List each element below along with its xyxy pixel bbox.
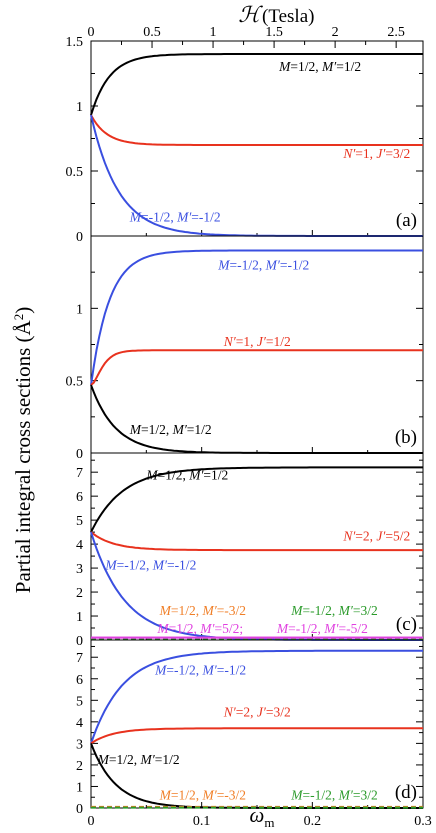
series-label: M=1/2, M′=1/2 bbox=[145, 467, 228, 482]
x-tick-label: 0.2 bbox=[304, 814, 322, 829]
panel-label: (c) bbox=[396, 614, 417, 635]
top-axis-tick-label: 0.5 bbox=[143, 25, 161, 40]
series-line bbox=[90, 114, 423, 146]
series-label: M=1/2, M′=-3/2 bbox=[159, 787, 246, 802]
top-axis-tick-label: 1 bbox=[210, 25, 217, 40]
panel-label: (a) bbox=[396, 210, 417, 231]
y-axis-title-close: ) bbox=[11, 307, 35, 314]
panel-label: (b) bbox=[395, 427, 417, 448]
y-tick-label: 1.5 bbox=[66, 35, 84, 50]
y-tick-label: 4 bbox=[76, 716, 83, 731]
x-tick-label: 0 bbox=[88, 814, 95, 829]
series-label: M=-1/2, M′=-5/2 bbox=[276, 621, 368, 636]
panel-frame bbox=[90, 639, 424, 809]
y-tick-label: 3 bbox=[76, 562, 83, 577]
top-axis-symbol: ℋ bbox=[238, 2, 263, 27]
y-tick-label: 1 bbox=[76, 780, 83, 795]
series-line bbox=[90, 649, 423, 744]
y-tick-label: 4 bbox=[76, 538, 83, 553]
series-label: M=1/2, M′=5/2; bbox=[156, 621, 243, 636]
panels: 0 0.5 1 1.5 2 2.5 0 0.5 1 1.5 M=1/2, M′=1/2 N′=1, J… bbox=[66, 25, 432, 829]
series-label: N′=2, J′=5/2 bbox=[342, 529, 410, 544]
panel-b: 0 0.5 1 M=-1/2, M′=-1/2 N′=1, J′=1/2 M=1/2, M… bbox=[66, 235, 424, 462]
series-label: M=1/2, M′=1/2 bbox=[97, 752, 180, 767]
y-tick-label: 5 bbox=[76, 694, 83, 709]
y-tick-label: 7 bbox=[76, 651, 83, 666]
series-line bbox=[90, 384, 423, 454]
x-tick-label: 0.3 bbox=[414, 814, 432, 829]
panel-frame bbox=[90, 40, 424, 237]
y-tick-label: 0.5 bbox=[66, 375, 84, 390]
y-tick-label: 2 bbox=[76, 586, 83, 601]
panel-c: 0 1 2 3 4 5 6 7 M=1/2, M′=1/2 N′=2, J′=5/2 M=-1/2,… bbox=[76, 452, 424, 649]
series-label: M=1/2, M′=1/2 bbox=[278, 59, 361, 74]
y-tick-label: 7 bbox=[76, 466, 83, 481]
series-line bbox=[90, 349, 423, 386]
series-label: M=-1/2, M′=3/2 bbox=[290, 787, 377, 802]
panel-a: 0 0.5 1 1.5 M=1/2, M′=1/2 N′=1, J′=3/2 M=-1/2,… bbox=[66, 35, 424, 245]
y-tick-label: 0 bbox=[76, 447, 83, 462]
series-label: M=1/2, M′=1/2 bbox=[129, 422, 212, 437]
x-axis-title-main: ω bbox=[250, 803, 265, 827]
y-tick-label: 0.5 bbox=[66, 165, 84, 180]
top-axis-tick-label: 2.5 bbox=[387, 25, 405, 40]
y-axis-title-sup: 2 bbox=[11, 314, 26, 321]
top-axis-title: ℋ (Tesla) bbox=[238, 2, 314, 27]
top-axis-tick-label: 1.5 bbox=[265, 25, 283, 40]
top-axis-unit: (Tesla) bbox=[262, 6, 314, 27]
x-axis-title-sub: m bbox=[264, 815, 274, 830]
series-label: N′=1, J′=1/2 bbox=[223, 334, 291, 349]
series-label: N′=1, J′=3/2 bbox=[342, 146, 410, 161]
y-axis-title: Partial integral cross sections (Å2) bbox=[11, 307, 36, 593]
series-line bbox=[90, 466, 423, 533]
y-tick-label: 1 bbox=[76, 610, 83, 625]
y-tick-label: 1 bbox=[76, 100, 83, 115]
series-line bbox=[90, 249, 423, 386]
y-tick-label: 6 bbox=[76, 490, 83, 505]
series-label: M=-1/2, M′=-1/2 bbox=[129, 210, 221, 225]
series-label: M=-1/2, M′=-1/2 bbox=[154, 662, 246, 677]
series-line bbox=[90, 531, 423, 552]
series-line bbox=[90, 53, 423, 116]
y-tick-label: 0 bbox=[76, 634, 83, 649]
y-tick-label: 0 bbox=[76, 230, 83, 245]
x-tick-label: 0.1 bbox=[193, 814, 211, 829]
series-label: M=-1/2, M′=3/2 bbox=[290, 603, 377, 618]
series-label: N′=2, J′=3/2 bbox=[223, 704, 291, 719]
series-label: M=-1/2, M′=-1/2 bbox=[104, 557, 196, 572]
y-tick-label: 2 bbox=[76, 759, 83, 774]
top-axis-tick-label: 2 bbox=[332, 25, 339, 40]
y-axis-title-main: Partial integral cross sections (Å bbox=[11, 319, 35, 593]
y-tick-label: 6 bbox=[76, 673, 83, 688]
y-tick-label: 0 bbox=[76, 802, 83, 817]
y-tick-label: 3 bbox=[76, 737, 83, 752]
series-label: M=1/2, M′=-3/2 bbox=[159, 603, 246, 618]
y-tick-label: 5 bbox=[76, 514, 83, 529]
x-axis-title: ωm bbox=[250, 803, 275, 830]
panel-label: (d) bbox=[395, 782, 417, 803]
panel-d: 0 1 2 3 4 5 6 7 0 0.1 0.2 0.3 M=-1/2, M′=-1/2 N′=2, J… bbox=[76, 639, 432, 829]
series-line bbox=[90, 727, 423, 745]
y-tick-label: 1 bbox=[76, 302, 83, 317]
top-axis-tick-label: 0 bbox=[88, 25, 95, 40]
series-label: M=-1/2, M′=-1/2 bbox=[217, 257, 309, 272]
